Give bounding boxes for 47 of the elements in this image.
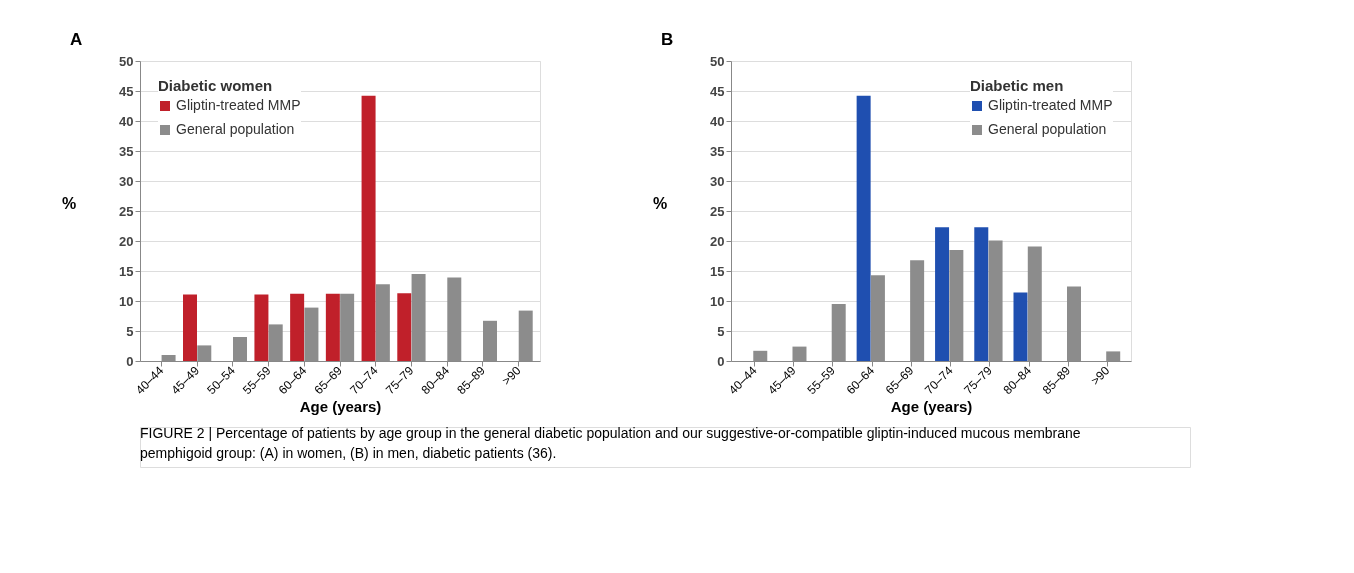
y-axis-title: % <box>652 194 668 212</box>
y-tick-label: 40 <box>119 113 134 129</box>
legend-label: Gliptin-treated MMP <box>176 97 301 113</box>
caption: FIGURE 2 | Percentage of patients by age group in the general diabetic population and our suggestive-or-compatible gliptin-induced mucous membrane pemphigoid group: (A) in women, (B) in men, diabetic patients (36). <box>140 425 1081 461</box>
x-tick-label: >90 <box>1088 363 1113 388</box>
legend-label: General population <box>988 121 1107 137</box>
bar <box>325 293 340 361</box>
y-tick-label: 0 <box>717 353 725 369</box>
y-tick-label: 0 <box>126 353 134 369</box>
y-tick-label: 35 <box>119 143 134 159</box>
x-tick-label: >90 <box>499 363 524 388</box>
bar <box>361 95 376 361</box>
bar <box>397 293 412 361</box>
y-tick-label: 5 <box>126 323 134 339</box>
bar <box>1013 292 1028 361</box>
legend-label: General population <box>176 121 295 137</box>
text: B <box>661 30 674 49</box>
bar <box>974 227 989 361</box>
y-axis-title: % <box>61 194 77 212</box>
bar <box>935 227 950 361</box>
bar <box>856 95 871 361</box>
bar <box>290 293 305 361</box>
y-tick-label: 35 <box>710 143 725 159</box>
x-axis-title: Age (years) <box>299 398 382 416</box>
y-tick-label: 15 <box>119 263 134 279</box>
y-tick-label: 5 <box>717 323 725 339</box>
y-tick-label: 30 <box>119 173 134 189</box>
y-tick-label: 45 <box>710 83 725 99</box>
x-axis-title: Age (years) <box>890 398 973 416</box>
y-tick-label: 20 <box>710 233 725 249</box>
y-tick-label: 25 <box>119 203 134 219</box>
bar <box>183 294 197 361</box>
legend-label: Gliptin-treated MMP <box>988 97 1113 113</box>
y-tick-label: 10 <box>119 293 134 309</box>
bar <box>254 294 269 361</box>
legend-title: Diabetic men <box>970 77 1064 94</box>
y-tick-label: 15 <box>710 263 725 279</box>
text: A <box>70 30 83 49</box>
y-tick-label: 10 <box>710 293 725 309</box>
y-tick-label: 50 <box>710 53 725 69</box>
y-tick-label: 25 <box>710 203 725 219</box>
y-tick-label: 30 <box>710 173 725 189</box>
legend-title: Diabetic women <box>158 77 273 94</box>
y-tick-label: 50 <box>119 53 134 69</box>
y-tick-label: 20 <box>119 233 134 249</box>
y-tick-label: 45 <box>119 83 134 99</box>
y-tick-label: 40 <box>710 113 725 129</box>
